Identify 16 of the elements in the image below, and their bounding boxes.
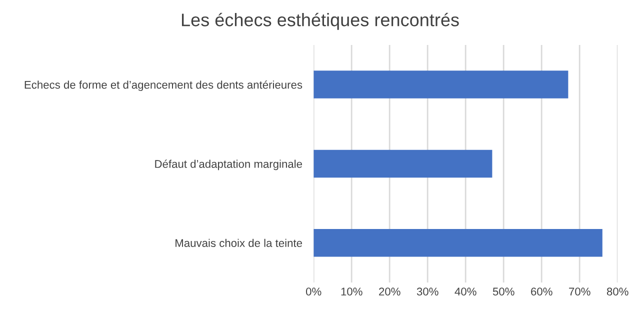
- x-tick-label: 80%: [606, 288, 628, 296]
- x-tick-label: 50%: [492, 288, 514, 296]
- y-tick-label: Défaut d’adaptation marginale: [155, 160, 302, 170]
- x-tick-label: 40%: [454, 288, 476, 296]
- x-tick-label: 10%: [341, 288, 362, 296]
- bar: [314, 229, 602, 257]
- y-tick-label: Mauvais choix de la teinte: [176, 238, 302, 248]
- y-tick-label: Echecs de forme et d’agencement des dents antérieures: [24, 80, 302, 91]
- x-tick-label: 0%: [306, 288, 322, 296]
- x-tick-label: 20%: [379, 288, 400, 296]
- x-tick-label: 30%: [416, 288, 438, 296]
- bar: [314, 70, 568, 98]
- x-tick-label: 60%: [531, 288, 552, 296]
- x-tick-label: 70%: [569, 288, 590, 296]
- chart-title: Les échecs esthétiques rencontrés: [182, 12, 459, 30]
- bar: [314, 150, 492, 178]
